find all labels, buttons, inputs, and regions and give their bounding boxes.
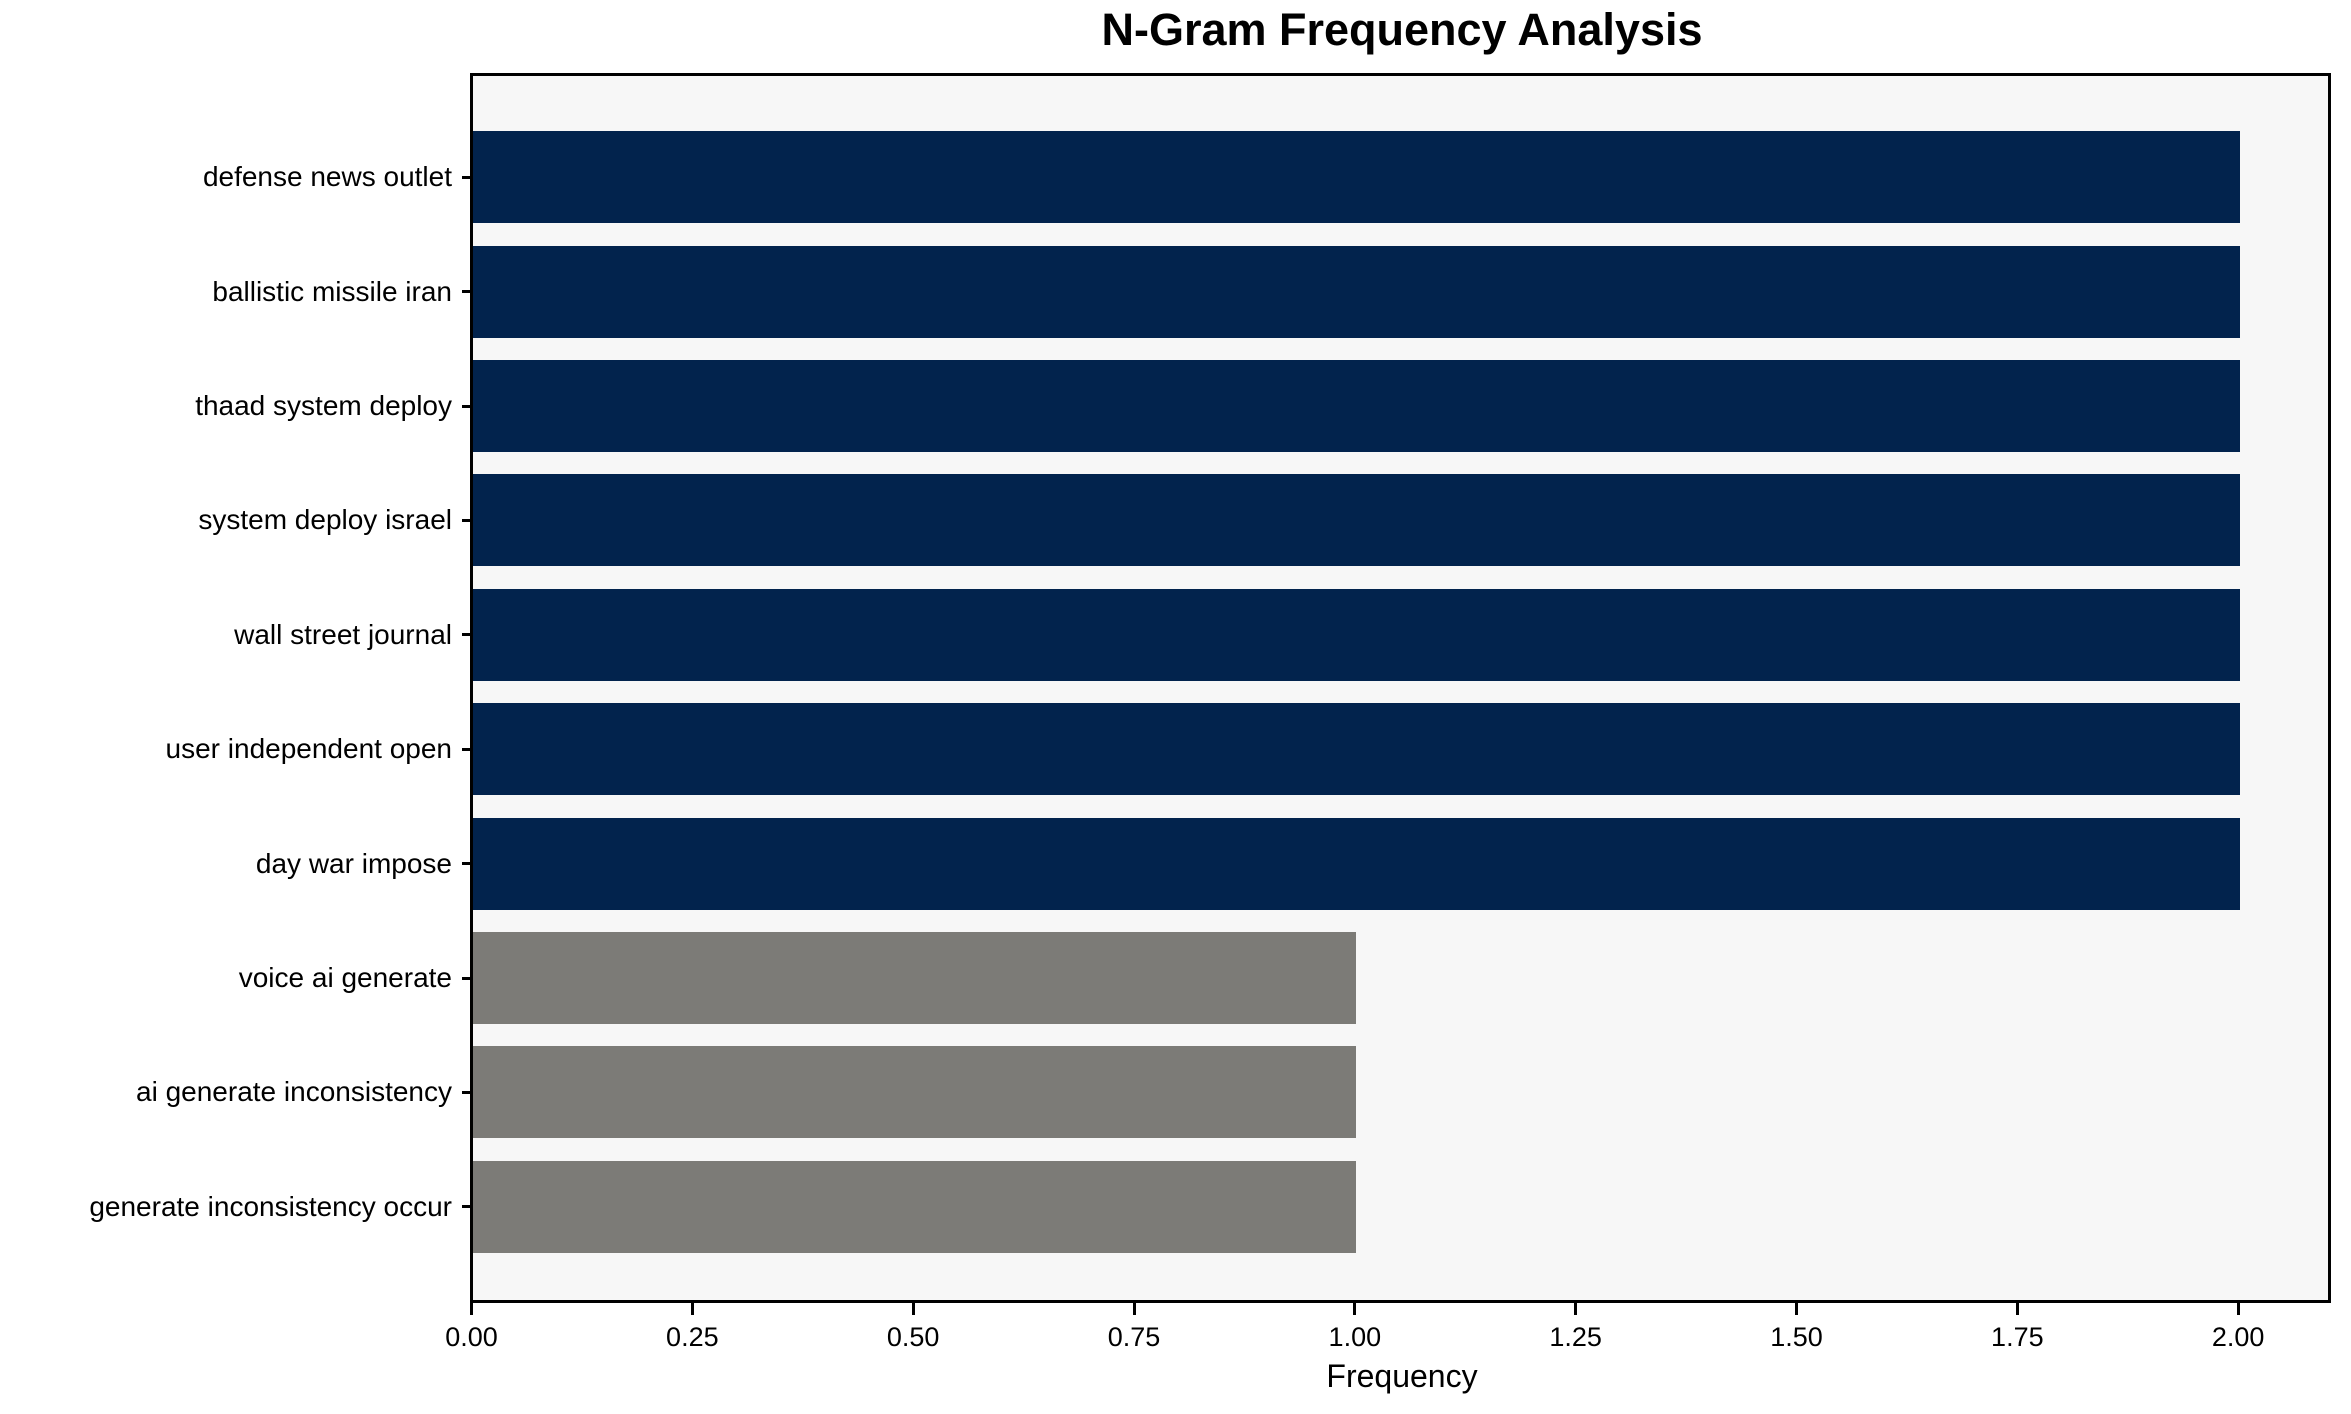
bar-generate-inconsistency-occur [473,1160,1357,1253]
bar-user-independent-open [473,703,2240,796]
y-tick-label: user independent open [165,733,452,765]
y-tick-mark [462,290,470,294]
bar-thaad-system-deploy [473,360,2240,452]
x-tick-mark [1574,1303,1578,1315]
bar-wall-street-journal [473,588,2240,681]
bar-voice-ai-generate [473,932,1357,1024]
x-tick-label: 0.75 [1107,1322,1161,1352]
bar-ai-generate-inconsistency [473,1046,1357,1139]
y-tick-label: voice ai generate [238,962,452,993]
y-tick-label: defense news outlet [202,161,452,193]
y-tick-mark [462,1090,470,1094]
y-tick-label: thaad system deploy [195,390,452,421]
x-tick-mark [2015,1303,2019,1315]
y-tick-mark [462,747,470,751]
x-tick-mark [470,1303,473,1315]
x-tick-mark [911,1303,915,1315]
x-tick-label: 2.00 [2211,1322,2265,1352]
y-tick-mark [462,175,470,179]
y-tick-mark [462,633,470,637]
x-tick-mark [2236,1303,2240,1315]
y-tick-mark [462,1205,470,1209]
chart-title: N-Gram Frequency Analysis [1101,4,1703,55]
x-tick-label: 0.00 [445,1322,498,1352]
y-tick-label: generate inconsistency occur [89,1190,452,1222]
bar-ballistic-missile-iran [473,245,2240,338]
x-tick-mark [1795,1303,1798,1315]
y-tick-label: day war impose [255,847,452,879]
x-tick-label: 1.75 [1991,1322,2044,1352]
y-tick-mark [462,404,470,408]
y-tick-label: system deploy israel [198,504,452,536]
x-tick-mark [1132,1303,1136,1315]
x-tick-mark [1353,1303,1357,1315]
y-tick-mark [462,976,470,980]
x-tick-label: 1.50 [1770,1322,1823,1352]
y-tick-mark [462,862,470,866]
x-tick-mark [690,1303,694,1315]
plot-area [470,73,2331,1303]
y-tick-label: wall street journal [234,618,452,650]
bar-day-war-impose [473,817,2240,910]
x-axis-label: Frequency [1326,1358,1478,1394]
y-tick-label: ballistic missile iran [212,275,452,307]
y-tick-mark [462,518,470,522]
bar-system-deploy-israel [473,474,2240,567]
x-tick-label: 0.50 [886,1322,940,1352]
bar-defense-news-outlet [473,131,2240,224]
y-tick-label: ai generate inconsistency [136,1076,452,1108]
x-tick-label: 0.25 [666,1322,719,1352]
x-tick-label: 1.25 [1549,1322,1602,1352]
x-tick-label: 1.00 [1328,1322,1382,1352]
